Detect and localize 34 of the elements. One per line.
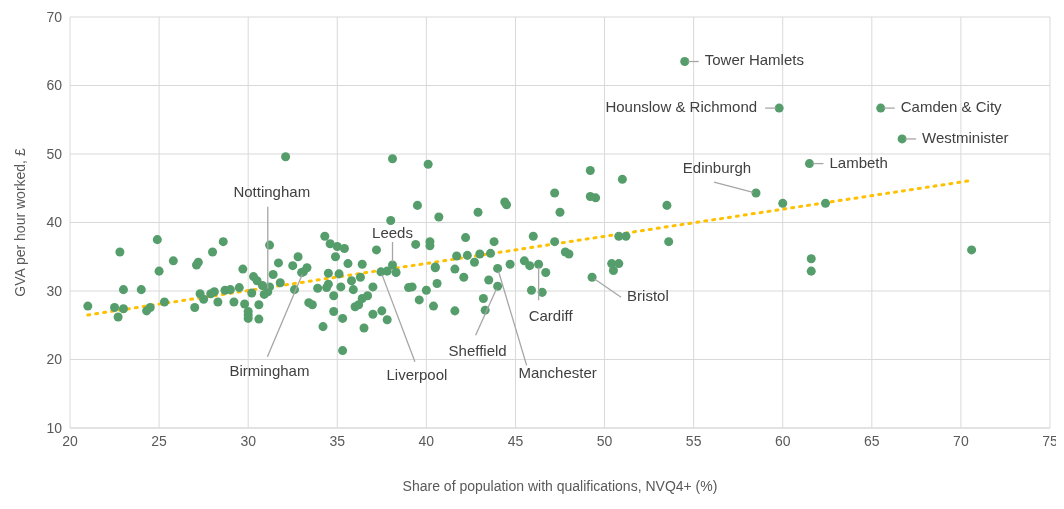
annotation: Nottingham [233, 182, 311, 200]
annotation: Cardiff [528, 307, 574, 325]
annotation: Hounslow & Richmond [605, 98, 758, 116]
annotation: Manchester [518, 364, 597, 382]
x-tick-label: 25 [151, 432, 168, 449]
annotation: Leeds [372, 223, 413, 241]
y-tick-label: 40 [46, 214, 63, 231]
x-tick-label: 45 [507, 432, 524, 449]
y-tick-label: 50 [46, 145, 63, 162]
y-tick-label: 30 [46, 282, 63, 299]
annotation: Bristol [627, 287, 669, 305]
annotation: Camden & City [900, 98, 1003, 116]
x-tick-label: 30 [240, 432, 257, 449]
x-tick-label: 65 [864, 432, 880, 449]
x-tick-label: 35 [329, 432, 346, 449]
annotation: Tower Hamlets [704, 51, 804, 69]
x-tick-label: 60 [774, 432, 791, 449]
y-tick-label: 60 [46, 77, 63, 94]
x-tick-label: 40 [418, 432, 435, 449]
y-tick-label: 10 [46, 419, 63, 436]
annotation: Liverpool [386, 365, 448, 383]
annotation: Lambeth [829, 153, 888, 171]
x-tick-label: 70 [953, 432, 969, 449]
y-axis-title: GVA per hour worked, £ [11, 148, 28, 297]
annotation: Sheffield [448, 342, 507, 360]
x-axis-title: Share of population with qualifications, NVQ4+ (%) [402, 478, 718, 494]
x-tick-label: 55 [685, 432, 702, 449]
y-tick-label: 20 [46, 351, 63, 368]
annotation: Westminister [922, 128, 1009, 146]
x-tick-label: 20 [62, 432, 78, 449]
y-tick-label: 70 [46, 8, 63, 25]
x-tick-label: 50 [596, 432, 613, 449]
annotation: Birmingham [229, 361, 310, 379]
annotation: Edinburgh [682, 159, 752, 177]
